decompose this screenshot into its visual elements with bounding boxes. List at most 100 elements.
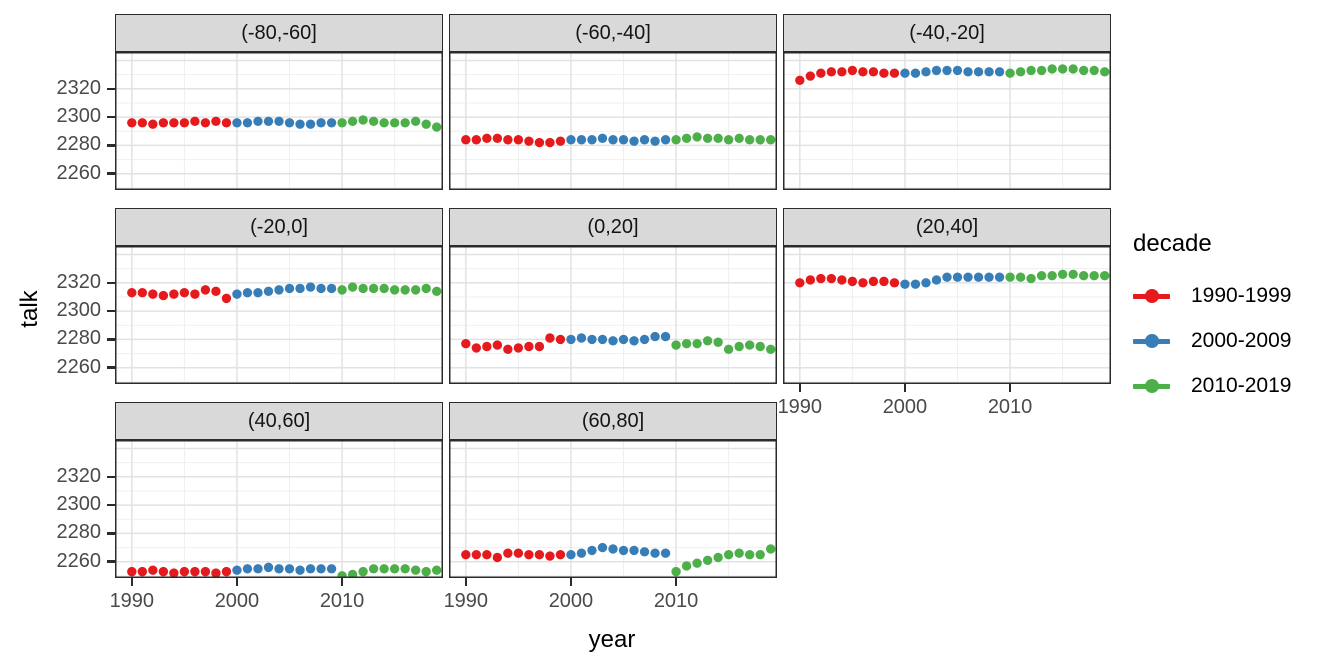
facet-strip: (-60,-40] (449, 14, 777, 52)
data-point (629, 136, 639, 146)
data-point (358, 115, 368, 125)
data-point (326, 564, 337, 574)
facet-panel (115, 246, 443, 384)
data-point (137, 118, 148, 128)
data-point (618, 545, 629, 556)
data-point (952, 65, 963, 76)
y-axis-tick (107, 87, 115, 91)
data-point (660, 135, 671, 145)
data-point (179, 118, 190, 128)
data-point (744, 549, 755, 560)
facet-panel (783, 246, 1111, 384)
data-point (513, 343, 524, 353)
data-point (158, 118, 169, 128)
y-axis-tick-label: 2280 (56, 133, 102, 156)
data-point (379, 283, 389, 294)
data-point (1068, 269, 1078, 280)
data-point (723, 135, 734, 145)
data-point (158, 566, 169, 577)
data-point (816, 273, 826, 284)
data-point (274, 285, 284, 295)
data-point (931, 275, 942, 285)
data-point (305, 119, 316, 129)
data-point (566, 334, 576, 345)
data-point (1089, 271, 1099, 281)
series-2000-2009 (232, 562, 337, 575)
data-point (492, 340, 503, 350)
x-axis-tick (1008, 384, 1012, 392)
data-point (389, 285, 400, 295)
data-point (984, 272, 994, 282)
y-axis-tick-label: 2260 (56, 161, 102, 184)
y-axis-tick-label: 2300 (56, 299, 102, 322)
data-point (755, 135, 765, 145)
data-point (713, 552, 723, 563)
data-point (524, 136, 534, 146)
x-axis-tick (798, 384, 802, 392)
data-point (650, 136, 660, 146)
x-axis-tick-label: 1990 (109, 590, 155, 612)
data-point (555, 136, 566, 146)
data-point (148, 289, 158, 299)
data-point (410, 285, 421, 295)
data-point (221, 293, 232, 304)
legend-entry-label: 1990-1999 (1191, 284, 1292, 307)
data-point (1015, 67, 1026, 77)
data-point (1057, 269, 1068, 280)
data-point (389, 564, 400, 574)
data-point (660, 331, 671, 342)
data-point (263, 286, 274, 296)
y-axis-tick (107, 475, 115, 479)
data-point (326, 118, 337, 128)
data-point (994, 272, 1005, 282)
panel-border (115, 440, 443, 578)
data-point (608, 336, 618, 346)
data-point (347, 569, 358, 578)
data-point (190, 566, 200, 577)
panel-border (783, 52, 1111, 190)
data-point (431, 565, 442, 575)
data-point (200, 566, 211, 577)
series-1990-1999 (127, 565, 232, 578)
data-point (337, 118, 347, 128)
x-axis-tick-label: 2010 (653, 590, 699, 612)
data-point (723, 549, 734, 560)
series-2000-2009 (900, 272, 1005, 289)
data-point (692, 132, 702, 142)
data-point (921, 67, 931, 77)
facet-panel (449, 52, 777, 190)
data-point (1026, 273, 1036, 284)
data-point (534, 341, 545, 352)
data-point (316, 283, 326, 294)
x-axis-tick-label: 2010 (987, 396, 1033, 418)
data-point (639, 334, 650, 345)
data-point (931, 65, 942, 76)
data-point (169, 289, 179, 299)
gridlines-major (449, 52, 777, 190)
legend-entry-label: 2010-2019 (1191, 374, 1292, 397)
data-point (734, 133, 744, 144)
data-point (910, 279, 921, 289)
data-point (148, 565, 158, 575)
data-point (263, 562, 274, 573)
x-axis-title: year (588, 626, 636, 653)
x-axis-tick (235, 578, 239, 586)
data-point (1026, 65, 1036, 76)
data-point (1068, 64, 1078, 74)
series-1990-1999 (795, 65, 900, 86)
panel-border (449, 52, 777, 190)
data-point (639, 135, 650, 145)
data-point (900, 68, 910, 78)
data-point (492, 133, 503, 144)
x-axis-tick (464, 578, 468, 586)
data-point (555, 549, 566, 560)
data-point (765, 544, 776, 554)
series-1990-1999 (795, 273, 900, 288)
data-point (900, 279, 910, 289)
data-point (744, 135, 755, 145)
data-point (253, 288, 263, 298)
gridlines-major (115, 440, 443, 578)
y-axis-tick-label: 2280 (56, 327, 102, 350)
gridlines-major (115, 246, 443, 384)
data-point (137, 566, 148, 577)
